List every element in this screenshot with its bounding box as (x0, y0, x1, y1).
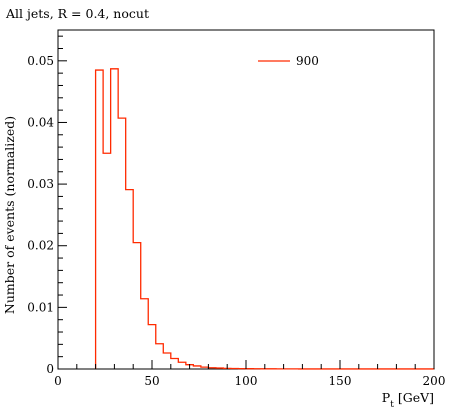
legend-entry-label: 900 (296, 54, 319, 68)
y-tick-label: 0.04 (27, 115, 54, 129)
histogram-bin (156, 344, 164, 369)
x-tick-label: 50 (144, 374, 159, 388)
histogram-bin (111, 69, 119, 369)
y-tick-label: 0.02 (27, 239, 54, 253)
histogram-bin (216, 368, 224, 369)
histogram-bin (193, 366, 201, 369)
legend: 900 (258, 54, 319, 68)
histogram-bin (133, 243, 141, 369)
y-tick-label: 0.01 (27, 300, 54, 314)
ticks-layer: 0 50 100 150 200 0 0.01 0.02 0.03 0.04 0.05 (27, 35, 446, 388)
x-axis-label-main: P (382, 390, 390, 405)
histogram-bin (178, 362, 186, 369)
x-axis-label: Pt [GeV] (382, 390, 434, 407)
histogram-bin (141, 299, 149, 369)
plot-background (57, 29, 435, 370)
x-tick-label: 150 (329, 374, 352, 388)
histogram-bin (163, 353, 171, 369)
plot-frame (57, 29, 435, 370)
y-tick-label: 0.03 (27, 177, 54, 191)
histogram-bin (208, 368, 216, 369)
y-tick-label: 0 (46, 362, 54, 376)
x-tick-label: 0 (54, 374, 62, 388)
x-tick-label: 200 (423, 374, 446, 388)
x-axis-label-unit: [GeV] (398, 390, 434, 405)
histogram-bin (201, 367, 209, 369)
x-tick-label: 100 (235, 374, 258, 388)
histogram-bin (171, 359, 179, 369)
x-axis-label-sub: t (390, 400, 394, 407)
y-axis-label: Number of events (normalized) (2, 116, 17, 314)
histogram-bin (96, 70, 104, 369)
histogram-bin (126, 190, 134, 369)
histogram-bin (118, 118, 126, 369)
y-tick-label: 0.05 (27, 54, 54, 68)
histogram-bin (103, 153, 111, 369)
chart-title: All jets, R = 0.4, nocut (5, 6, 149, 21)
